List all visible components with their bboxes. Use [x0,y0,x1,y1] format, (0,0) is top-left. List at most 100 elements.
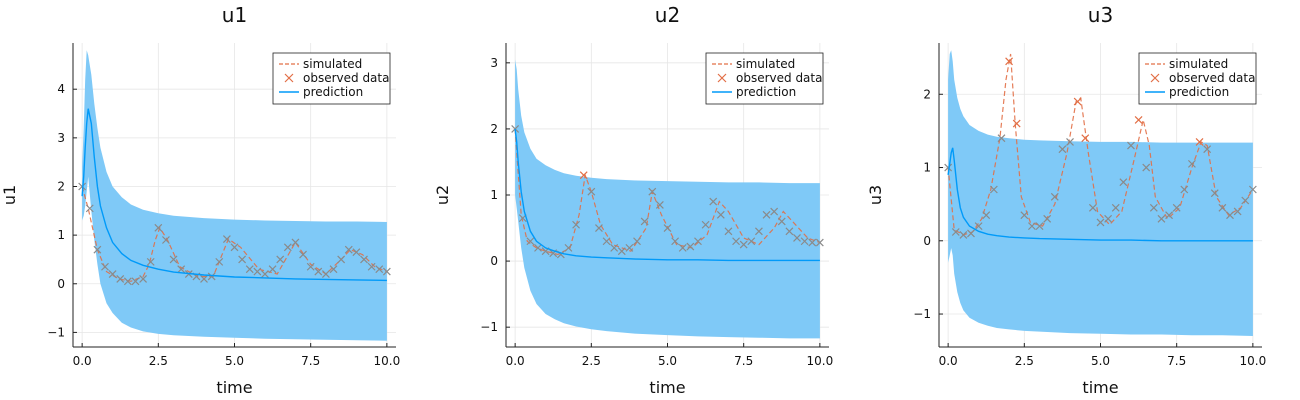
observed-marker [655,200,664,209]
simulated-line [514,128,821,256]
observed-marker [1081,134,1090,143]
observed-marker [1012,119,1021,128]
observed-marker [162,236,170,244]
observed-marker [306,262,315,271]
chart-panel-u3: 0.0 2.5 5.0 7.5 10.0 −1 0 1 2 u3 time u3 simulatedob… [866,3,1266,397]
legend-label: prediction [303,85,363,99]
x-tick-label: 7.5 [1167,354,1186,368]
observed-marker [671,237,680,246]
observed-marker [785,227,794,236]
observed-marker [1088,203,1097,212]
observed-marker [1210,189,1219,198]
x-axis-label: time [216,378,252,397]
observed-marker [959,230,968,239]
y-tick-label: −1 [47,325,65,339]
observed-marker [321,270,330,278]
x-tick-label: 2.5 [582,354,601,368]
x-tick-label: 2.5 [1015,354,1034,368]
observed-marker [1187,159,1196,168]
x-tick-label: 0.0 [939,354,958,368]
y-tick-label: 2 [490,122,498,136]
observed-marker [951,228,960,236]
observed-marker [207,272,216,281]
observed-marker [1104,214,1113,223]
observed-marker [732,237,740,246]
observed-marker [648,187,657,196]
observed-marker [314,267,323,276]
observed-marker [337,255,346,264]
observed-marker [944,163,953,172]
observed-marker [108,270,117,278]
observed-marker [1172,203,1181,212]
observed-marker [815,238,824,247]
legend-box [272,52,391,105]
observed-marker [154,223,163,232]
observed-marker [982,211,991,220]
observed-marker [579,171,588,180]
x-tick-label: 2.5 [149,354,168,368]
observed-marker [1142,163,1151,172]
observed-marker [116,274,125,283]
observed-marker [131,277,140,286]
chart-title: u3 [1088,3,1113,27]
observed-marker [375,265,384,274]
observed-marker [268,265,277,274]
y-tick-label: 3 [490,56,498,70]
observed-marker [1005,57,1014,66]
observed-marker [1233,207,1242,216]
legend-label: simulated [736,57,795,71]
x-tick-label: 10.0 [806,354,833,368]
observed-marker [1248,185,1257,194]
x-tick-label: 0.0 [73,354,92,368]
legend-box [705,52,824,105]
observed-marker [222,235,231,243]
observed-marker [800,237,809,246]
observed-marker [1149,203,1158,212]
legend-swatch-observed [717,73,727,83]
x-tick-label: 7.5 [301,354,320,368]
observed-marker [640,217,649,226]
observed-marker [245,265,254,274]
observed-marker [1028,222,1036,231]
chart-title: u2 [655,3,680,27]
observed-marker [93,245,102,254]
y-axis-label: u2 [433,185,452,205]
y-tick-label: 1 [923,161,931,175]
y-tick-label: 4 [57,82,65,96]
prediction-band [82,50,387,341]
y-tick-label: 1 [57,228,65,242]
observed-marker [1157,214,1166,223]
observed-marker [1165,211,1173,220]
prediction-line [947,147,1253,242]
observed-marker [678,243,687,252]
x-axis-label: time [649,378,685,397]
observed-marker [382,267,391,276]
observed-marker [139,274,148,283]
observed-marker [283,243,292,252]
observed-marker [238,255,247,264]
observed-marker [617,247,626,256]
observed-marker [1119,178,1128,187]
observed-marker [701,220,710,229]
observed-marker [587,187,596,196]
x-tick-label: 7.5 [734,354,753,368]
observed-marker [329,265,338,274]
x-axis-label: time [1082,378,1118,397]
y-tick-label: 0 [490,254,498,268]
y-tick-label: 3 [57,131,65,145]
observed-marker [230,243,239,252]
observed-marker [1134,115,1143,124]
observed-marker [633,237,641,246]
legend-label: simulated [303,57,362,71]
observed-marker [367,262,376,271]
legend-label: observed data [1169,71,1255,85]
observed-marker [686,242,695,251]
observed-marker [762,210,771,219]
observed-marker [1050,192,1059,201]
observed-marker [625,243,634,252]
legend-label: prediction [736,85,796,99]
observed-marker [997,134,1006,143]
y-tick-label: −1 [480,320,498,334]
